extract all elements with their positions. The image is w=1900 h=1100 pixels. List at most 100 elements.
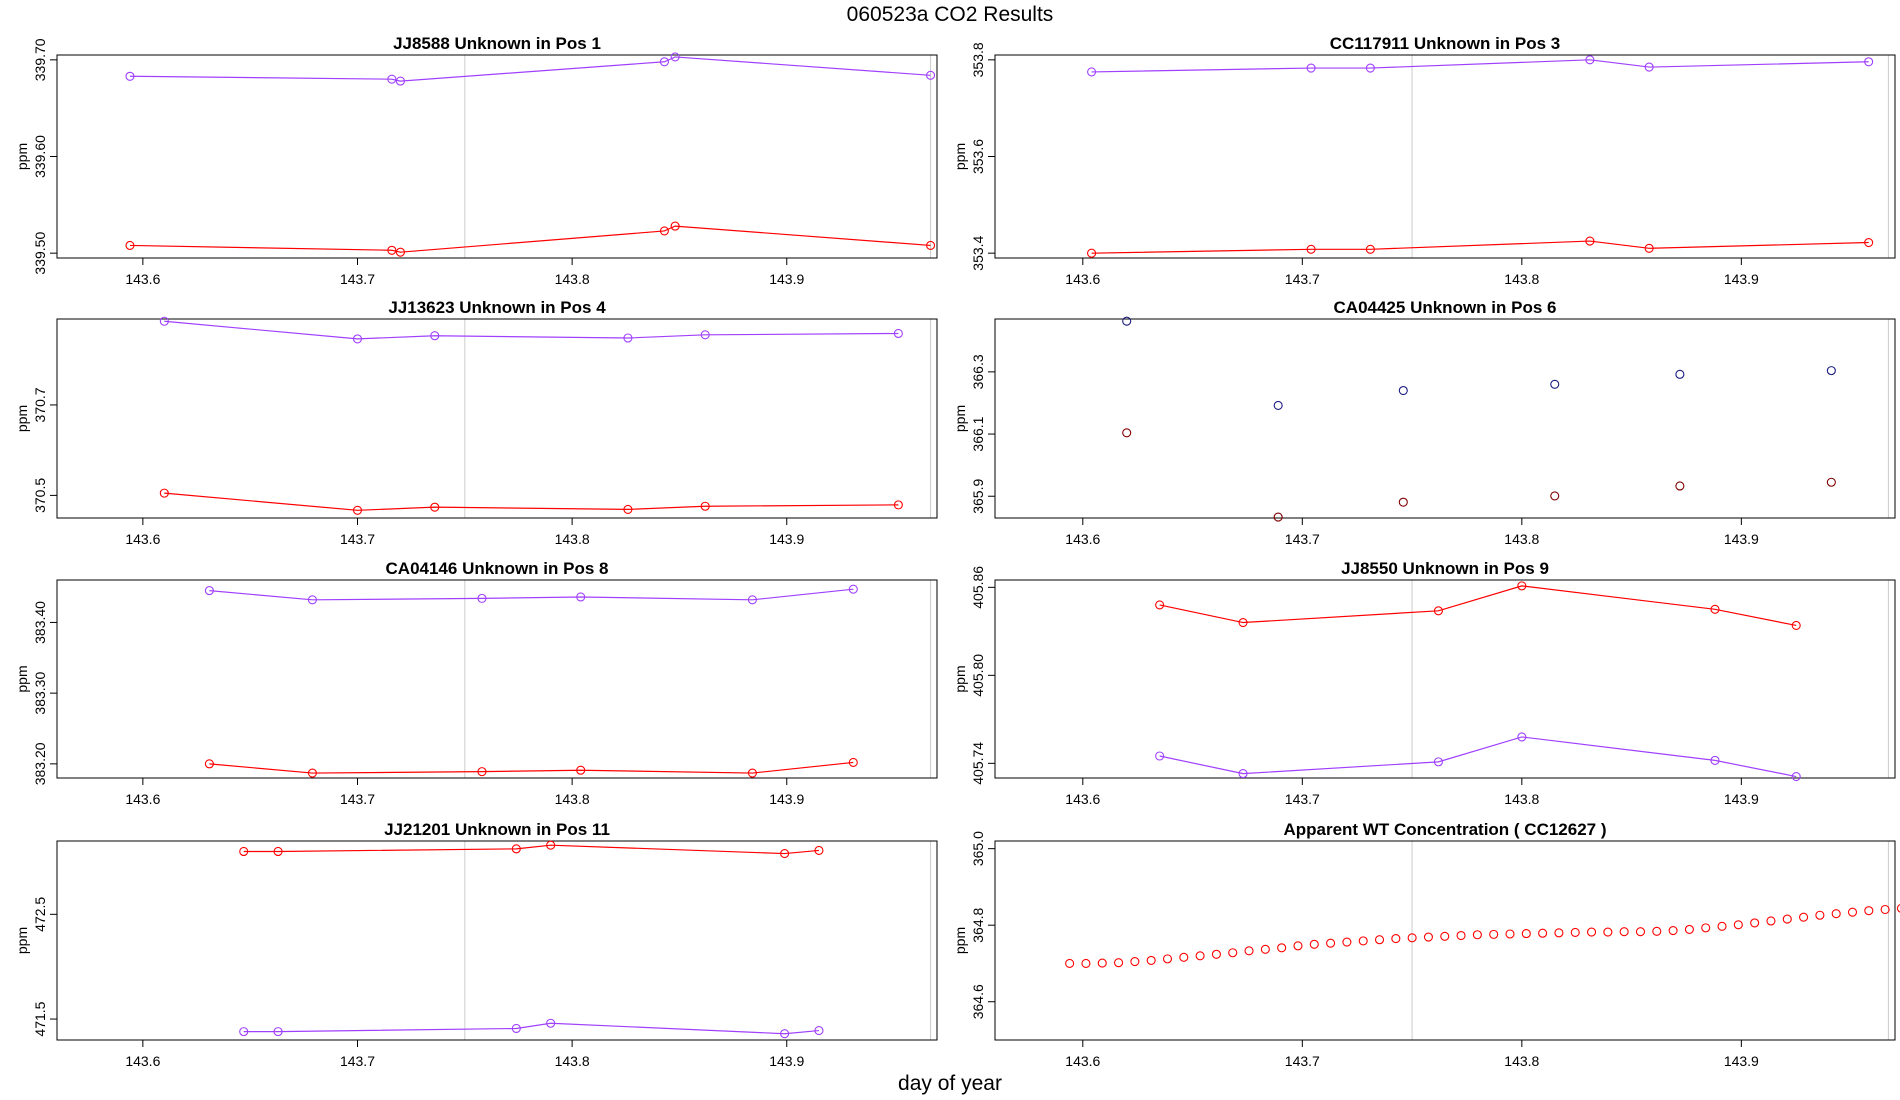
panel-title: JJ8588 Unknown in Pos 1 [393, 34, 601, 53]
data-point-red [273, 846, 283, 857]
data-point-red [1570, 927, 1580, 938]
data-point-purple [430, 331, 440, 341]
series-line-purple [1091, 59, 1869, 73]
data-point-purple [700, 330, 710, 340]
plot-frame [56, 318, 938, 519]
plot-frame [56, 54, 938, 259]
series-line-purple [209, 588, 854, 601]
panel-8: Apparent WT Concentration ( CC12627 ) 143… [952, 820, 1900, 1069]
panel-1: JJ8588 Unknown in Pos 1 143.6 143.7 143.8 14… [14, 34, 938, 287]
data-point-red [1179, 952, 1189, 962]
data-point-purple [1864, 57, 1874, 67]
data-point-red [1440, 931, 1450, 941]
y-tick-label: 383.30 [32, 672, 48, 715]
data-point-red [387, 245, 397, 255]
data-point-red [1585, 236, 1595, 246]
data-point-red [1146, 955, 1156, 965]
data-point-red [780, 849, 790, 859]
data-point-red [1554, 928, 1564, 938]
data-point-purple [511, 1023, 521, 1034]
data-point-red [1766, 916, 1776, 926]
panel-5: CA04146 Unknown in Pos 8 143.6 143.7 143.8 1… [14, 559, 938, 807]
data-point-red [1293, 941, 1303, 951]
x-tick-label: 143.7 [340, 271, 375, 287]
data-point-red [1586, 927, 1597, 937]
data-point-purple [576, 592, 586, 602]
series-line-purple [1159, 736, 1797, 778]
data-point-red [1831, 909, 1841, 919]
data-point-red [511, 844, 521, 854]
x-tick-label: 143.9 [769, 791, 804, 807]
data-point-red [1799, 912, 1809, 922]
y-tick-label: 365.0 [970, 831, 986, 866]
y-axis-label: ppm [952, 927, 968, 954]
data-point-red [1306, 244, 1316, 254]
y-tick-label: 370.7 [32, 387, 48, 422]
panel-title: JJ21201 Unknown in Pos 11 [384, 820, 610, 839]
x-tick-label: 143.8 [555, 1053, 590, 1069]
data-point-red [1155, 600, 1165, 610]
data-point-red [1847, 907, 1858, 917]
x-tick-label: 143.7 [1285, 1053, 1320, 1069]
series-line-red [243, 844, 820, 855]
data-point-red [1244, 946, 1254, 956]
data-point-red [1238, 617, 1248, 628]
data-point-red [1365, 244, 1375, 254]
data-point-red [1644, 243, 1654, 253]
series-line-purple [243, 1022, 820, 1035]
panel-title: CA04146 Unknown in Pos 8 [386, 559, 609, 578]
x-tick-label: 143.8 [1504, 271, 1539, 287]
plot-frame [994, 318, 1896, 519]
x-tick-label: 143.8 [555, 531, 590, 547]
data-point-red [1456, 930, 1466, 941]
panel-3: JJ13623 Unknown in Pos 4 143.6 143.7 143.8 1… [14, 298, 938, 547]
data-point-red [1433, 606, 1443, 616]
data-point-purple [1710, 755, 1720, 765]
data-point-red [1538, 928, 1548, 938]
y-axis-label: ppm [952, 143, 968, 170]
series-line-red [129, 225, 931, 253]
data-point-purple [926, 70, 936, 80]
y-tick-label: 364.8 [970, 907, 986, 942]
y-tick-label: 366.3 [970, 354, 986, 389]
y-tick-label: 365.9 [970, 479, 986, 514]
data-point-red [1326, 938, 1336, 948]
data-point-purple [893, 328, 903, 339]
y-tick-label: 353.8 [970, 42, 986, 77]
data-point-red [204, 759, 214, 769]
data-point-navy [1398, 385, 1408, 396]
plot-frame [994, 840, 1896, 1041]
data-point-purple [159, 316, 169, 326]
data-point-red [1472, 930, 1482, 940]
x-tick-label: 143.8 [1504, 531, 1539, 547]
data-point-purple [848, 584, 858, 594]
x-tick-label: 143.9 [1724, 791, 1759, 807]
data-point-purple [1306, 63, 1316, 73]
data-point-red [1652, 926, 1662, 936]
y-tick-label: 364.6 [970, 984, 986, 1019]
data-point-red [1717, 921, 1727, 931]
y-tick-label: 383.40 [32, 601, 48, 644]
series-line-red [1159, 585, 1797, 627]
y-tick-label: 366.1 [970, 416, 986, 451]
data-point-purple [814, 1026, 824, 1036]
x-tick-label: 143.6 [1065, 1053, 1100, 1069]
x-axis-label: day of year [898, 1072, 1002, 1095]
data-point-purple [747, 595, 757, 605]
data-point-red [1211, 949, 1221, 959]
data-point-purple [1433, 757, 1443, 767]
x-tick-label: 143.6 [125, 791, 160, 807]
plot-frame [56, 840, 938, 1041]
y-tick-label: 471.5 [32, 1001, 48, 1036]
data-point-red [576, 765, 586, 775]
data-point-red [125, 240, 135, 250]
data-point-red [1228, 948, 1238, 958]
panel-title: JJ8550 Unknown in Pos 9 [1341, 559, 1549, 578]
data-point-red [747, 768, 757, 778]
data-point-red [1684, 924, 1694, 934]
data-point-red [1358, 936, 1368, 946]
y-tick-label: 353.4 [970, 235, 986, 270]
x-tick-label: 143.9 [1724, 531, 1759, 547]
x-tick-label: 143.6 [125, 1053, 160, 1069]
